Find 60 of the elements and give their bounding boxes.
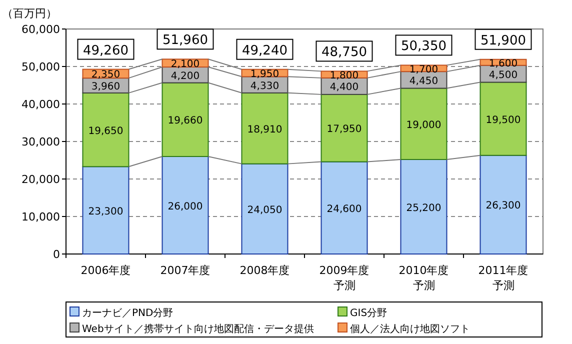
bar <box>82 92 130 168</box>
data-label: 19,650 <box>88 126 124 137</box>
x-tick-label: 2008年度 <box>240 264 290 277</box>
data-label: 3,960 <box>91 82 120 93</box>
bar <box>400 159 448 254</box>
x-tick-label: 2010年度予測 <box>398 264 449 292</box>
x-tick-label: 2011年度予測 <box>478 264 528 292</box>
data-label: 4,330 <box>250 80 280 92</box>
y-tick-label: 0 <box>53 248 60 261</box>
data-label: 4,500 <box>488 70 518 81</box>
total-label: 49,260 <box>83 43 128 58</box>
bar <box>162 82 209 157</box>
data-label: 1,700 <box>409 64 438 76</box>
data-label: 1,800 <box>330 70 359 82</box>
legend-label: Webサイト／携帯サイト向け地図配信・データ提供 <box>82 323 314 335</box>
data-label: 1,950 <box>250 69 280 80</box>
data-label: 1,600 <box>488 58 518 70</box>
x-tick-label: 2009年度予測 <box>319 264 370 292</box>
total-label: 49,240 <box>242 43 288 58</box>
data-label: 23,300 <box>88 206 124 218</box>
bar <box>82 166 130 254</box>
data-label: 4,200 <box>170 70 200 82</box>
bar <box>480 82 527 156</box>
total-label: 50,350 <box>401 39 446 54</box>
bar <box>241 92 288 164</box>
y-tick-label: 30,000 <box>22 136 60 148</box>
data-label: 4,450 <box>409 76 438 87</box>
legend-label: 個人／法人向け地図ソフト <box>350 323 470 335</box>
data-label: 19,500 <box>486 114 521 126</box>
y-tick-label: 10,000 <box>22 210 60 224</box>
data-label: 26,000 <box>168 201 203 212</box>
bar <box>400 88 448 160</box>
x-tick-label: 2006年度 <box>80 264 131 277</box>
data-label: 17,950 <box>326 124 362 136</box>
total-label: 48,750 <box>322 45 367 60</box>
legend-label: カーナビ／PND分野 <box>82 307 174 319</box>
bar <box>241 163 288 254</box>
bar <box>320 94 368 162</box>
bar <box>480 154 527 254</box>
x-tick-label: 2007年度 <box>160 264 210 277</box>
data-label: 26,300 <box>486 200 521 212</box>
data-label: 24,050 <box>247 204 282 216</box>
y-tick-label: 20,000 <box>22 173 60 186</box>
data-label: 19,660 <box>168 116 203 127</box>
data-label: 2,100 <box>170 59 200 70</box>
y-axis-title: （百万円） <box>2 7 57 20</box>
data-label: 25,200 <box>406 202 442 214</box>
y-tick-label: 60,000 <box>22 23 60 36</box>
y-tick-label: 40,000 <box>22 98 60 111</box>
data-label: 2,350 <box>91 70 120 81</box>
data-label: 19,000 <box>406 120 442 131</box>
legend-label: GIS分野 <box>350 307 388 319</box>
data-label: 24,600 <box>326 204 362 215</box>
bar <box>162 156 209 254</box>
bar <box>320 161 368 254</box>
total-label: 51,960 <box>162 33 208 48</box>
data-label: 4,400 <box>330 82 359 94</box>
data-label: 18,910 <box>247 124 282 136</box>
y-tick-label: 50,000 <box>22 60 60 74</box>
total-label: 51,900 <box>480 33 526 48</box>
